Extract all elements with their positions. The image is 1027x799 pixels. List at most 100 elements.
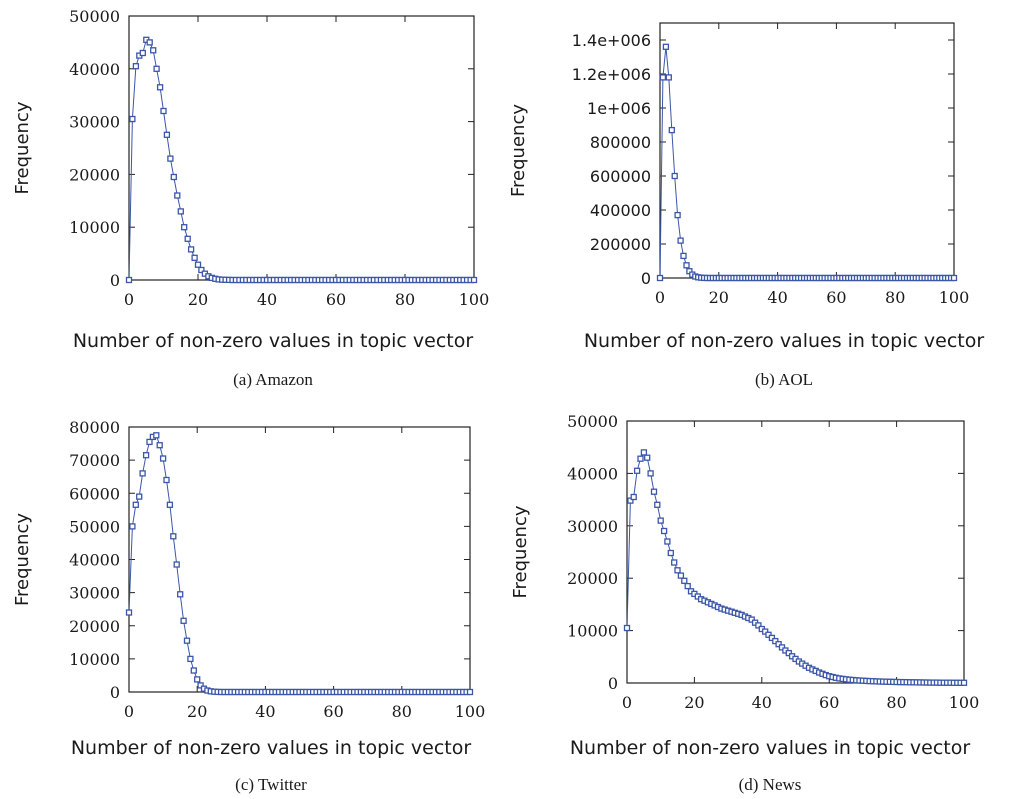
y-tick-label: 30000 [567,517,618,536]
panel-amazon: 0 10000 20000 30000 40000 50000 0 20 40 60 80 100 Fr… [12,7,489,389]
plot-frame [128,426,471,693]
x-tick-label: 60 [323,702,343,721]
data-point [674,211,681,219]
data-point [170,173,177,181]
data-point [623,624,631,632]
subfigure-caption: (a) Amazon [233,370,313,389]
data-point [681,577,688,584]
data-point [125,609,133,616]
x-tick-label: 20 [188,290,208,309]
data-point [173,561,180,568]
panel-aol: 0 200000 400000 600000 800000 1e+006 1.2e+006 1… [508,22,984,389]
x-tick-label: 0 [124,702,134,721]
data-point [644,454,651,461]
x-tick-label: 80 [392,702,412,721]
x-tick-label: 80 [886,693,906,712]
data-point [755,622,762,629]
data-point [150,47,157,54]
data-point [660,527,668,535]
x-tick-label: 80 [885,288,905,307]
y-tick-label: 70000 [69,451,120,470]
data-point [125,276,133,284]
data-point [650,488,658,495]
data-point [674,567,681,574]
y-tick-label: 20000 [567,569,618,588]
y-tick-label: 400000 [590,201,651,220]
data-point [166,501,174,508]
data-point [656,274,664,282]
data-point [180,617,187,624]
data-point [190,667,197,674]
y-tick-label: 50000 [69,517,120,536]
data-point [960,679,968,686]
x-tick-label: 40 [752,693,772,712]
series-line [659,46,954,279]
y-tick-label: 1e+006 [587,99,651,118]
x-tick-label: 60 [819,693,839,712]
x-tick-label: 40 [257,290,277,309]
y-axis-label: Frequency [510,505,531,598]
data-point [146,39,153,46]
subfigure-caption: (d) News [739,775,802,794]
data-point [470,276,478,284]
x-tick-label: 60 [326,290,346,309]
data-point [194,261,202,268]
data-point [683,262,690,269]
data-point [671,172,678,180]
y-tick-label: 10000 [69,650,120,669]
data-point [132,501,139,508]
data-point [129,523,136,530]
data-point [132,63,140,70]
y-tick-label: 80000 [69,418,120,437]
data-point [198,266,205,274]
data-point [187,246,195,253]
y-tick-label: 10000 [69,218,120,237]
plot-frame [659,22,955,279]
x-tick-label: 100 [459,290,490,309]
y-tick-label: 50000 [567,412,618,431]
data-point [136,493,143,500]
x-axis-label: Number of non-zero values in topic vecto… [570,737,971,759]
data-point [146,438,153,446]
y-axis-label: Frequency [508,104,529,197]
y-tick-label: 20000 [69,617,120,636]
subfigure-caption: (b) AOL [755,370,813,389]
y-tick-label: 1.4e+006 [572,31,651,50]
data-point [187,655,194,663]
x-tick-label: 20 [187,702,207,721]
x-tick-label: 20 [684,693,704,712]
y-tick-label: 20000 [69,165,120,184]
data-point [170,533,177,540]
data-point [139,470,146,477]
data-point [167,155,174,162]
data-point [671,559,678,566]
plot-frame [626,420,965,684]
x-tick-label: 0 [124,290,134,309]
y-axis-label: Frequency [12,101,33,194]
data-point [677,572,685,579]
data-point [181,224,188,231]
y-axis-label: Frequency [12,513,33,606]
y-tick-label: 0 [110,683,120,702]
y-tick-label: 40000 [69,551,120,570]
data-point [153,65,160,72]
data-point [174,192,181,199]
data-point [197,682,204,689]
y-tick-label: 0 [608,674,618,693]
data-point [633,467,641,474]
data-point [647,470,654,477]
y-tick-label: 600000 [590,167,651,186]
data-point [627,497,634,504]
data-point [662,43,670,50]
data-point [640,449,648,456]
data-point [654,501,661,508]
data-point [950,274,958,282]
x-tick-label: 40 [767,288,787,307]
data-point [184,235,191,242]
data-point [637,455,644,462]
data-point [153,432,160,439]
subfigure-caption: (c) Twitter [235,775,307,794]
x-tick-label: 80 [395,290,415,309]
data-point [680,252,687,260]
